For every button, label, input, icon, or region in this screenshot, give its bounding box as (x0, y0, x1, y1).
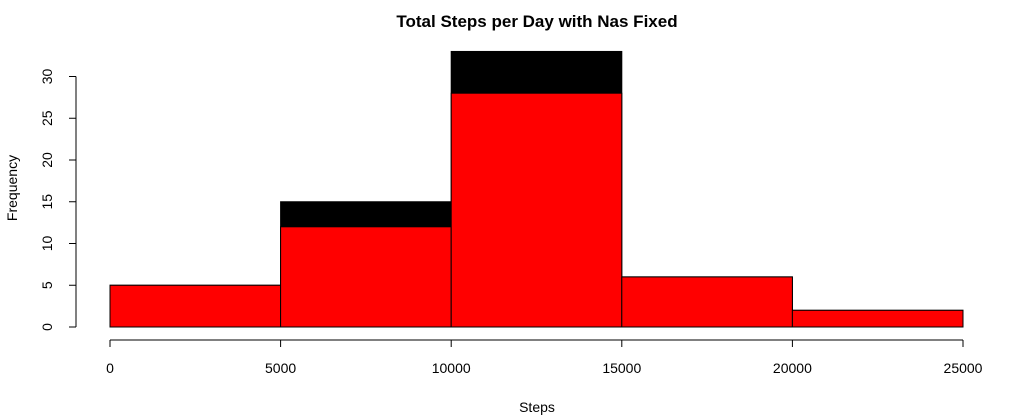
y-tick-label: 10 (39, 236, 55, 252)
x-tick-label: 0 (106, 360, 114, 376)
bars-layer (109, 50, 964, 328)
chart-title: Total Steps per Day with Nas Fixed (396, 12, 677, 31)
x-tick-label: 5000 (265, 360, 296, 376)
y-tick-label: 25 (39, 110, 55, 126)
bar-series-1-bin-1 (280, 226, 452, 328)
y-tick-label: 0 (39, 323, 55, 331)
y-tick-label: 30 (39, 69, 55, 85)
y-axis-label: Frequency (4, 155, 20, 221)
bar-series-1-bin-2 (450, 92, 623, 328)
bar-series-1-bin-4 (791, 309, 964, 328)
x-tick-label: 25000 (944, 360, 983, 376)
bar-series-1-bin-3 (621, 276, 793, 328)
y-axis: 0 5 10 15 20 25 30 (39, 69, 77, 331)
x-tick-label: 15000 (602, 360, 641, 376)
x-tick-label: 20000 (773, 360, 812, 376)
bar-series-1-bin-0 (109, 284, 282, 328)
x-axis-label: Steps (519, 399, 555, 415)
y-tick-label: 5 (39, 281, 55, 289)
x-axis: 0 5000 10000 15000 20000 25000 (106, 339, 983, 376)
y-tick-label: 15 (39, 194, 55, 210)
x-tick-label: 10000 (432, 360, 471, 376)
y-tick-label: 20 (39, 152, 55, 168)
